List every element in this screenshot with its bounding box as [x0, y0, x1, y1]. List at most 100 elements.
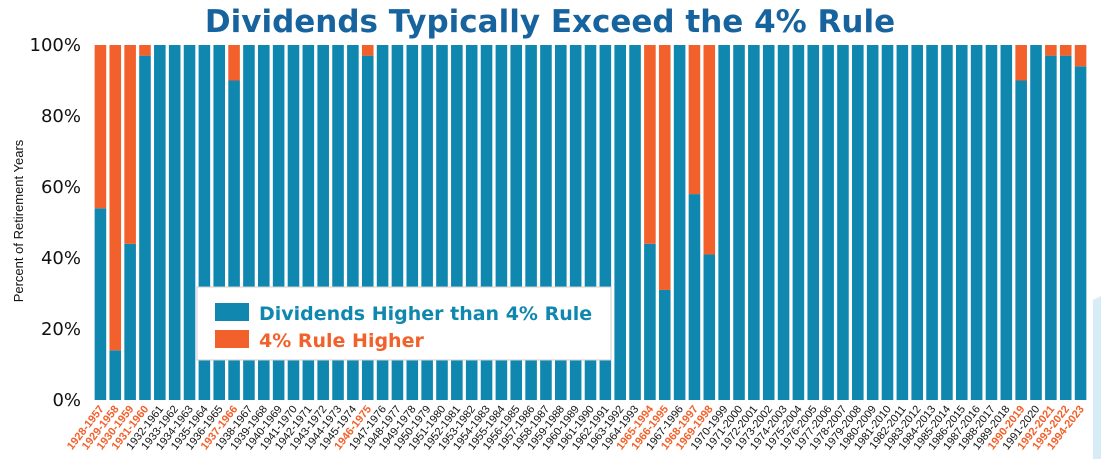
bar-dividends [718, 45, 730, 400]
bar-dividends [881, 45, 894, 400]
bar-dividends [911, 45, 923, 400]
bar-dividends [985, 45, 998, 400]
bar-dividends [272, 45, 285, 400]
bar-dividends [1030, 45, 1042, 400]
legend-label-dividends: Dividends Higher than 4% Rule [259, 303, 592, 325]
bar-dividends [866, 45, 879, 400]
bar-dividends [540, 45, 552, 400]
bar-dividends [465, 45, 478, 400]
bar-dividends [926, 45, 938, 400]
bar-dividends [792, 45, 805, 400]
bar-dividends [1059, 55, 1072, 401]
bar-dividends [777, 45, 790, 400]
bar-dividends [644, 243, 656, 400]
bar-dividends [376, 45, 389, 400]
bar-dividends [361, 55, 374, 401]
bar-dividends [525, 45, 537, 400]
bar-dividends [139, 55, 151, 401]
bar-rule [644, 45, 656, 244]
bar-rule [139, 45, 151, 56]
bar-dividends [168, 45, 181, 400]
legend-label-rule: 4% Rule Higher [259, 330, 424, 352]
bar-dividends [183, 45, 196, 400]
bar-dividends [658, 289, 671, 400]
bar-dividends [347, 45, 359, 400]
bar-dividends [629, 45, 641, 400]
bar-dividends [213, 45, 226, 400]
y-tick-label: 20% [41, 319, 81, 340]
bar-dividends [391, 45, 404, 400]
bar-dividends [243, 45, 255, 400]
bar-dividends [688, 194, 701, 400]
bar-dividends [436, 45, 448, 400]
bar-rule [228, 45, 240, 81]
bar-dividends [748, 45, 760, 400]
legend: Dividends Higher than 4% Rule 4% Rule Hi… [196, 286, 612, 361]
bar-dividends [584, 45, 597, 400]
chart-title: Dividends Typically Exceed the 4% Rule [205, 4, 895, 40]
bar-dividends [332, 45, 344, 400]
bar-dividends [302, 45, 315, 400]
legend-swatch-dividends [215, 303, 249, 321]
x-axis-ticks: 1928-19571929-19581930-19591931-19601932… [65, 403, 1087, 453]
bar-dividends [1074, 66, 1087, 401]
bar-dividends [733, 45, 745, 400]
bar-dividends [109, 350, 122, 400]
bar-dividends [154, 45, 166, 400]
bar-rule [94, 45, 107, 209]
bar-dividends [673, 45, 686, 400]
bar-rule [1015, 45, 1027, 81]
bar-dividends [970, 45, 983, 400]
bar-dividends [94, 208, 107, 400]
bar-rule [361, 45, 374, 56]
bar-dividends [762, 45, 775, 400]
bar-rule [1045, 45, 1057, 56]
bar-dividends [1045, 55, 1057, 401]
bar-dividends [852, 45, 864, 400]
bar-dividends [555, 45, 567, 400]
y-tick-label: 60% [41, 177, 81, 198]
y-tick-label: 100% [30, 35, 81, 56]
bar-rule [124, 45, 136, 244]
bar-dividends [510, 45, 523, 400]
bar-dividends [807, 45, 820, 400]
bar-rule [688, 45, 701, 195]
bar-dividends [228, 80, 240, 400]
bar-dividends [480, 45, 493, 400]
bar-dividends [257, 45, 270, 400]
bar-dividends [421, 45, 433, 400]
bar-dividends [495, 45, 508, 400]
bar-rule [1059, 45, 1072, 56]
bar-dividends [941, 45, 953, 400]
bars-group [94, 45, 1087, 401]
bar-dividends [451, 45, 463, 400]
y-tick-label: 0% [52, 390, 81, 411]
bar-dividends [822, 45, 834, 400]
corner-accent [1093, 296, 1101, 459]
y-axis-ticks: 0% 20% 40% 60% 80% 100% [30, 35, 81, 411]
bar-dividends [1000, 45, 1013, 400]
bar-rule [109, 45, 122, 351]
bar-dividends [599, 45, 612, 400]
bar-dividends [406, 45, 419, 400]
bar-dividends [614, 45, 626, 400]
y-axis-label: Percent of Retirement Years [11, 139, 26, 302]
bar-dividends [569, 45, 582, 400]
bar-dividends [955, 45, 968, 400]
y-tick-label: 40% [41, 248, 81, 269]
bar-dividends [317, 45, 329, 400]
bar-rule [658, 45, 671, 290]
y-tick-label: 80% [41, 106, 81, 127]
bar-rule [1074, 45, 1087, 67]
bar-dividends [124, 243, 136, 400]
bar-dividends [287, 45, 300, 400]
bar-dividends [198, 45, 211, 400]
legend-swatch-rule [215, 330, 249, 348]
bar-dividends [1015, 80, 1027, 400]
bar-dividends [703, 254, 716, 400]
bar-dividends [896, 45, 909, 400]
bar-rule [703, 45, 716, 255]
legend-box [196, 286, 612, 361]
